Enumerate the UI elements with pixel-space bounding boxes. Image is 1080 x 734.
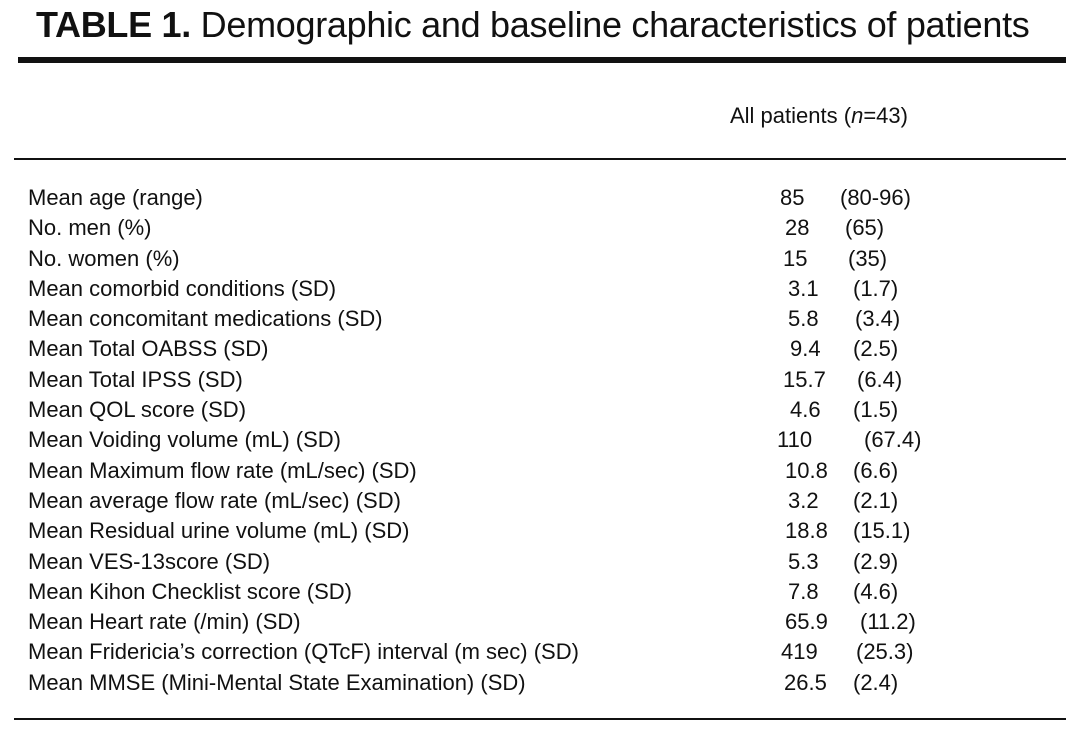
- row-value: 15: [783, 245, 808, 271]
- table-title: TABLE 1. Demographic and baseline charac…: [36, 4, 1030, 46]
- row-label: Mean Residual urine volume (mL) (SD): [28, 518, 410, 544]
- row-dispersion: (3.4): [855, 306, 901, 332]
- top-thick-rule: [18, 57, 1066, 63]
- row-label: Mean Total IPSS (SD): [28, 366, 243, 392]
- row-value: 10.8: [785, 457, 828, 483]
- row-value: 28: [785, 215, 810, 241]
- row-label: Mean VES-13score (SD): [28, 548, 271, 574]
- row-value: 65.9: [785, 609, 828, 635]
- row-label: No. men (%): [28, 215, 152, 241]
- row-value: 85: [780, 185, 805, 210]
- table-body: Mean age (range) 85 (80-96) No. men (%) 28 (6…: [0, 183, 1080, 698]
- column-header-n: n: [851, 103, 864, 128]
- row-label: Mean MMSE (Mini-Mental State Examination…: [28, 669, 526, 695]
- table-row: Mean age (range) 85 (80-96): [0, 183, 1080, 213]
- table-row: Mean Kihon Checklist score (SD) 7.8 (4.6): [0, 577, 1080, 607]
- table-row: Mean VES-13score (SD) 5.3 (2.9): [0, 547, 1080, 577]
- table-row: Mean Residual urine volume (mL) (SD) 18.8…: [0, 516, 1080, 546]
- row-label: Mean QOL score (SD): [28, 397, 247, 423]
- row-label: Mean comorbid conditions (SD): [28, 275, 337, 301]
- header-divider-rule: [14, 158, 1066, 160]
- column-header: All patients (n=43): [730, 103, 908, 129]
- row-label: Mean average flow rate (mL/sec) (SD): [28, 487, 401, 513]
- row-label: Mean Voiding volume (mL) (SD): [28, 427, 342, 453]
- row-dispersion: (67.4): [864, 427, 922, 453]
- table-row: Mean average flow rate (mL/sec) (SD) 3.2 (…: [0, 486, 1080, 516]
- table-row: Mean Total OABSS (SD) 9.4 (2.5): [0, 334, 1080, 364]
- row-dispersion: (11.2): [860, 609, 916, 635]
- table-row: Mean MMSE (Mini-Mental State Examination…: [0, 668, 1080, 698]
- row-label: Mean Total OABSS (SD): [28, 336, 269, 362]
- row-dispersion: (35): [848, 245, 888, 271]
- row-dispersion: (1.5): [853, 397, 899, 423]
- row-value: 3.1: [788, 275, 819, 301]
- table-row: Mean Fridericia’s correction (QTcF) inte…: [0, 637, 1080, 667]
- table-row: No. women (%) 15 (35): [0, 244, 1080, 274]
- row-label: Mean Maximum flow rate (mL/sec) (SD): [28, 457, 417, 483]
- row-label: No. women (%): [28, 245, 180, 271]
- row-dispersion: (2.5): [853, 336, 899, 362]
- row-value: 7.8: [788, 578, 819, 604]
- row-label: Mean age (range): [28, 185, 203, 210]
- table-row: No. men (%) 28 (65): [0, 213, 1080, 243]
- row-dispersion: (2.4): [853, 669, 899, 695]
- row-dispersion: (65): [845, 215, 885, 241]
- row-label: Mean Kihon Checklist score (SD): [28, 578, 353, 604]
- row-label: Mean concomitant medications (SD): [28, 306, 383, 332]
- row-dispersion: (1.7): [853, 275, 899, 301]
- bottom-rule: [14, 718, 1066, 720]
- table-row: Mean QOL score (SD) 4.6 (1.5): [0, 395, 1080, 425]
- table-number: TABLE 1.: [36, 4, 191, 45]
- row-value: 5.8: [788, 306, 819, 332]
- table-row: Mean Total IPSS (SD) 15.7 (6.4): [0, 365, 1080, 395]
- row-dispersion: (25.3): [856, 639, 914, 665]
- column-header-prefix: All patients (: [730, 103, 852, 128]
- row-dispersion: (2.1): [853, 487, 899, 513]
- row-value: 9.4: [790, 336, 821, 362]
- row-value: 18.8: [785, 518, 828, 544]
- row-value: 4.6: [790, 397, 821, 423]
- row-dispersion: (2.9): [853, 548, 899, 574]
- table-row: Mean comorbid conditions (SD) 3.1 (1.7): [0, 274, 1080, 304]
- row-dispersion: (80-96): [840, 185, 911, 210]
- column-header-suffix: =43): [863, 103, 908, 128]
- table-caption: Demographic and baseline characteristics…: [190, 4, 1030, 45]
- row-dispersion: (4.6): [853, 578, 899, 604]
- row-label: Mean Heart rate (/min) (SD): [28, 609, 301, 635]
- row-value: 110: [777, 427, 813, 453]
- row-dispersion: (15.1): [853, 518, 911, 544]
- table-row: Mean Heart rate (/min) (SD) 65.9 (11.2): [0, 607, 1080, 637]
- row-value: 5.3: [788, 548, 819, 574]
- row-dispersion: (6.6): [853, 457, 899, 483]
- row-label: Mean Fridericia’s correction (QTcF) inte…: [28, 639, 579, 665]
- row-dispersion: (6.4): [857, 366, 903, 392]
- table-row: Mean Maximum flow rate (mL/sec) (SD) 10.8…: [0, 456, 1080, 486]
- row-value: 3.2: [788, 487, 819, 513]
- row-value: 419: [781, 639, 818, 665]
- table-row: Mean Voiding volume (mL) (SD) 110 (67.4): [0, 425, 1080, 455]
- table-row: Mean concomitant medications (SD) 5.8 (3.4…: [0, 304, 1080, 334]
- row-value: 15.7: [783, 366, 826, 392]
- row-value: 26.5: [784, 669, 827, 695]
